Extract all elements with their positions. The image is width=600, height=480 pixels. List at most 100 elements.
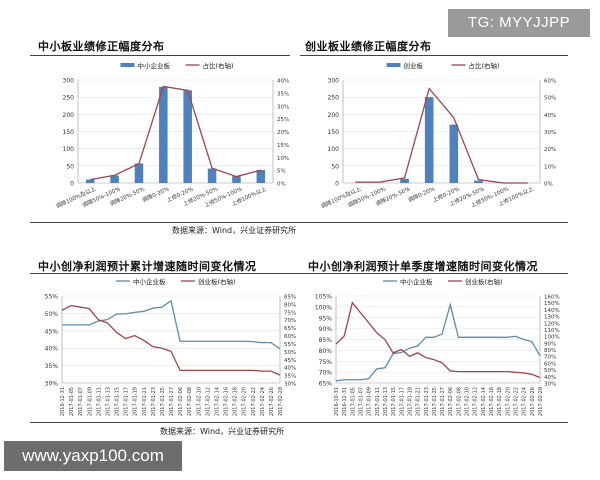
y2-tick-label: 150%	[544, 301, 560, 307]
x-tick-label: 2017-01-23	[424, 387, 430, 416]
x-tick-label: 2017-01-17	[399, 387, 405, 416]
source-note: 数据来源：Wind，兴业证券研究所	[160, 427, 285, 436]
legend-swatch	[120, 63, 135, 67]
series-line	[335, 301, 541, 379]
y-tick-label: 200	[328, 112, 340, 119]
x-tick-label: 2017-02-12	[473, 387, 479, 416]
chart3-title: 中小创净利润预计累计增速随时间变化情况	[38, 260, 257, 273]
bar	[474, 180, 483, 183]
chart4-title: 中小创净利润预计单季度增速随时间变化情况	[308, 260, 538, 273]
y2-tick-label: 20%	[544, 147, 556, 153]
y-tick-label: 80%	[319, 348, 333, 355]
x-tick-label: 2017-01-27	[440, 387, 446, 416]
y-tick-label: 70%	[319, 370, 333, 377]
y2-tick-label: 140%	[544, 308, 560, 314]
y2-tick-label: 0%	[277, 182, 286, 188]
divider	[30, 273, 568, 274]
y2-tick-label: 30%	[544, 130, 556, 136]
divider	[30, 422, 568, 423]
x-tick-label: 2017-01-07	[358, 387, 364, 416]
y2-tick-label: 40%	[544, 113, 556, 119]
x-tick-label: 2017-01-05	[350, 387, 356, 416]
y2-tick-label: 75%	[284, 310, 296, 316]
y-tick-label: 75%	[319, 359, 333, 366]
y2-tick-label: 35%	[277, 91, 289, 97]
x-tick-label: 2017-02-18	[233, 387, 239, 416]
bar	[183, 90, 192, 183]
y2-tick-label: 80%	[544, 348, 556, 354]
x-tick-label: 2017-01-27	[169, 387, 175, 416]
legend-label: 占比(右轴)	[203, 61, 234, 70]
legend-label: 中小企业板	[400, 277, 433, 286]
x-tick-label: 2017-02-10	[196, 387, 202, 416]
divider	[30, 55, 290, 56]
x-tick-label: 2017-01-11	[96, 387, 102, 416]
y2-tick-label: 70%	[544, 355, 556, 361]
y2-tick-label: 60%	[544, 79, 556, 85]
x-tick-label: 2017-01-05	[69, 387, 75, 416]
y-tick-label: 100%	[315, 304, 332, 311]
x-tick-label: 2017-02-20	[505, 387, 511, 416]
series-line	[335, 302, 541, 382]
x-tick-label: 2017-02-08	[456, 387, 462, 416]
x-tick-label: 2017-02-20	[242, 387, 248, 416]
y-tick-label: 50%	[45, 311, 59, 318]
x-tick-label: 2017-01-23	[151, 387, 157, 416]
x-tick-label: 2016-10-31	[334, 387, 340, 416]
y-tick-label: 50	[331, 163, 339, 170]
y2-tick-label: 40%	[544, 375, 556, 381]
bar	[207, 168, 217, 183]
x-tick-label: 2017-02-08	[187, 387, 193, 416]
x-tick-label: 2017-02-14	[214, 387, 220, 416]
bar	[232, 176, 241, 183]
y-tick-label: 150	[63, 129, 75, 136]
y-tick-label: 40%	[45, 346, 59, 353]
y-tick-label: 30%	[45, 381, 59, 388]
x-tick-label: 2017-01-21	[416, 387, 422, 416]
bar	[134, 163, 144, 183]
y-tick-label: 150	[328, 129, 340, 136]
y-tick-label: 250	[63, 95, 75, 102]
y2-tick-label: 85%	[284, 295, 296, 301]
y2-tick-label: 20%	[277, 130, 289, 136]
y2-tick-label: 40%	[277, 79, 289, 85]
y2-tick-label: 30%	[277, 104, 289, 110]
bar	[424, 97, 434, 183]
x-tick-label: 2017-02-24	[260, 387, 266, 416]
y2-tick-label: 40%	[284, 366, 296, 372]
legend-label: 占比(右轴)	[469, 61, 500, 70]
chart2-title: 创业板业绩修正幅度分布	[305, 40, 432, 53]
x-tick-label: 2017-01-15	[115, 387, 121, 416]
x-tick-label: 2017-02-06	[178, 387, 184, 416]
y2-tick-label: 10%	[277, 156, 289, 162]
series-line	[61, 304, 281, 376]
y2-tick-label: 70%	[284, 318, 296, 324]
y-tick-label: 65%	[319, 381, 333, 388]
x-tick-label: 2017-01-19	[407, 387, 413, 416]
divider	[30, 222, 568, 223]
watermark-top: TG: MYYJJPP	[448, 9, 590, 37]
y2-tick-label: 15%	[277, 143, 289, 149]
y-tick-label: 300	[63, 78, 75, 85]
x-tick-label: 2017-02-26	[530, 387, 536, 416]
y-tick-label: 300	[328, 78, 340, 85]
x-tick-label: 2017-02-10	[465, 387, 471, 416]
y2-tick-label: 120%	[544, 321, 560, 327]
x-tick-label: 2017-01-15	[391, 387, 397, 416]
y2-tick-label: 60%	[284, 334, 296, 340]
y-tick-label: 200	[63, 112, 75, 119]
y-tick-label: 100	[328, 146, 340, 153]
x-tick-label: 2017-02-16	[224, 387, 230, 416]
series-line	[90, 85, 261, 181]
y2-tick-label: 45%	[284, 358, 296, 364]
x-tick-label: 2017-01-11	[375, 387, 381, 416]
x-tick-label: 2017-02-26	[269, 387, 275, 416]
y-tick-label: 0	[70, 181, 74, 188]
y2-tick-label: 50%	[544, 368, 556, 374]
x-tick-label: 2017-01-25	[160, 387, 166, 416]
y-tick-label: 45%	[45, 328, 59, 335]
x-tick-label: 2017-01-09	[87, 387, 93, 416]
y-tick-label: 100	[63, 146, 75, 153]
x-tick-label: 2017-02-22	[251, 387, 257, 416]
